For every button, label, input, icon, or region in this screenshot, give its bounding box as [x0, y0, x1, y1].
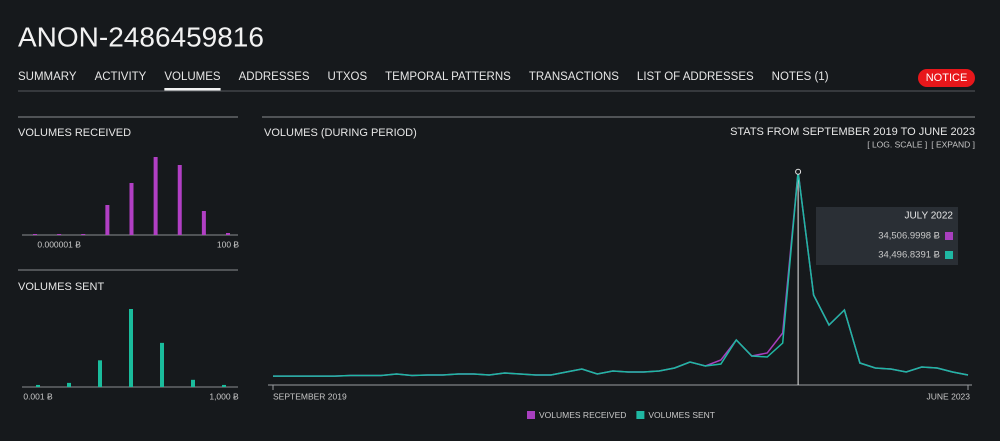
tab[interactable]: UTXOS [328, 71, 368, 83]
hist-bar [105, 205, 110, 235]
hist-bar [67, 382, 71, 387]
tooltip-value: 34,496.8391 Ƀ [878, 250, 940, 261]
chart-control[interactable]: [ EXPAND ] [931, 139, 975, 149]
hist-bar [98, 360, 102, 387]
page-title: ANON-2486459816 [18, 21, 264, 52]
tab[interactable]: SUMMARY [18, 71, 77, 83]
chart-subtitle: STATS FROM SEPTEMBER 2019 TO JUNE 2023 [730, 126, 975, 138]
hist-label: 0.001 Ƀ [23, 391, 53, 401]
hist-label: 0.000001 Ƀ [37, 239, 81, 249]
hist-label: 1,000 Ƀ [209, 391, 239, 401]
tab[interactable]: LIST OF ADDRESSES [637, 71, 754, 83]
tooltip-value: 34,506.9998 Ƀ [878, 231, 940, 242]
panel-title: VOLUMES SENT [18, 281, 104, 293]
tab[interactable]: NOTES (1) [772, 71, 829, 83]
legend-swatch[interactable] [527, 411, 535, 419]
hover-dot [795, 168, 802, 175]
tooltip-title: JULY 2022 [904, 211, 953, 222]
notice-label[interactable]: NOTICE [926, 72, 968, 84]
tab[interactable]: VOLUMES [164, 71, 221, 83]
hist-label: 100 Ƀ [217, 239, 240, 249]
notice-button[interactable] [918, 69, 975, 87]
tooltip-swatch [945, 232, 953, 240]
tab[interactable]: TRANSACTIONS [529, 71, 619, 83]
hist-bar [201, 211, 206, 235]
chart-title: VOLUMES (DURING PERIOD) [264, 127, 417, 139]
hist-bar [153, 157, 158, 235]
legend-label[interactable]: VOLUMES SENT [648, 410, 715, 420]
hist-bar [57, 234, 62, 235]
tab[interactable]: TEMPORAL PATTERNS [385, 71, 511, 83]
tab[interactable]: ACTIVITY [95, 71, 147, 83]
hist-bar [222, 384, 226, 387]
legend-label[interactable]: VOLUMES RECEIVED [539, 410, 626, 420]
chart-control[interactable]: [ LOG. SCALE ] [867, 139, 927, 149]
hist-bar [177, 165, 182, 235]
hist-bar [226, 233, 230, 235]
hist-bar [129, 309, 133, 387]
hist-bar [129, 183, 134, 235]
series-line [273, 171, 969, 377]
tooltip-swatch [945, 251, 953, 259]
tab[interactable]: ADDRESSES [239, 71, 310, 83]
hist-bar [33, 234, 37, 235]
legend-swatch[interactable] [636, 411, 645, 419]
hist-bar [160, 342, 164, 387]
x-tick-label: JUNE 2023 [927, 391, 971, 401]
panel-title: VOLUMES RECEIVED [18, 127, 131, 139]
hist-bar [81, 234, 86, 235]
x-tick-label: SEPTEMBER 2019 [273, 391, 347, 401]
tooltip [816, 207, 958, 265]
active-tab-underline [164, 88, 221, 91]
hist-bar [36, 384, 40, 387]
hist-bar [191, 379, 195, 387]
